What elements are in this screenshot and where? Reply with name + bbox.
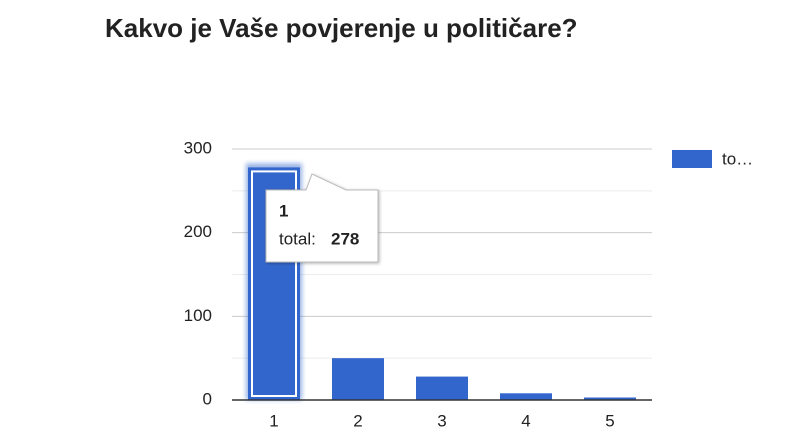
y-tick-label: 300	[184, 138, 212, 157]
tooltip-box	[265, 173, 379, 263]
x-tick-label: 1	[269, 411, 278, 430]
y-tick-label: 200	[184, 222, 212, 241]
legend-label: to…	[722, 149, 753, 168]
x-tick-label: 3	[437, 411, 446, 430]
x-tick-label: 4	[521, 411, 530, 430]
x-tick-label: 5	[605, 411, 614, 430]
legend-swatch	[672, 150, 712, 168]
bar-focus-border	[251, 170, 297, 397]
chart-title: Kakvo je Vaše povjerenje u političare?	[105, 13, 578, 43]
bar	[500, 393, 552, 400]
tooltip-title: 1	[279, 201, 288, 220]
y-tick-label: 100	[184, 306, 212, 325]
x-tick-label: 2	[353, 411, 362, 430]
y-tick-label: 0	[203, 389, 212, 408]
bar	[416, 376, 468, 400]
tooltip-value: 278	[331, 229, 359, 248]
bar	[332, 358, 384, 400]
tooltip	[265, 173, 379, 263]
tooltip-label: total:	[279, 229, 316, 248]
bar	[584, 397, 636, 400]
